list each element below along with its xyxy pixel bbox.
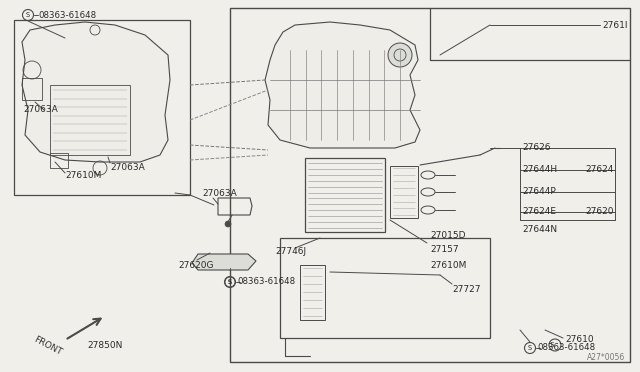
Polygon shape: [265, 22, 420, 148]
Text: S: S: [528, 345, 532, 351]
Text: 27610M: 27610M: [65, 170, 101, 180]
Text: 08363-61648: 08363-61648: [38, 10, 97, 19]
Text: 27746J: 27746J: [275, 247, 306, 257]
Text: 27063A: 27063A: [202, 189, 237, 198]
Polygon shape: [22, 22, 170, 162]
Text: S: S: [26, 12, 30, 18]
Text: 27850N: 27850N: [87, 340, 123, 350]
Text: 08363-61648: 08363-61648: [237, 278, 295, 286]
Bar: [14, 20, 190, 195]
Text: 08363-61648: 08363-61648: [537, 343, 595, 353]
Bar: [22, 78, 42, 100]
Text: A27*0056: A27*0056: [587, 353, 625, 362]
Text: 27626: 27626: [522, 144, 550, 153]
Bar: [50, 85, 130, 155]
Polygon shape: [192, 254, 256, 270]
Text: 27624E: 27624E: [522, 208, 556, 217]
Bar: [390, 166, 418, 218]
Text: 27063A: 27063A: [110, 164, 145, 173]
Circle shape: [388, 43, 412, 67]
Text: 27644N: 27644N: [522, 225, 557, 234]
Text: 27610M: 27610M: [430, 262, 467, 270]
Text: S: S: [550, 342, 554, 348]
Text: FRONT: FRONT: [32, 335, 63, 357]
Text: 2761l: 2761l: [602, 20, 627, 29]
Bar: [50, 153, 68, 168]
Text: 27157: 27157: [430, 246, 459, 254]
Circle shape: [225, 221, 231, 227]
Text: 27644H: 27644H: [522, 166, 557, 174]
Text: S: S: [228, 279, 232, 285]
Text: 27610: 27610: [565, 336, 594, 344]
Text: 27624: 27624: [585, 166, 613, 174]
Text: S: S: [228, 279, 232, 285]
Text: 27644P: 27644P: [522, 187, 556, 196]
Text: 27727: 27727: [452, 285, 481, 295]
Bar: [300, 265, 325, 320]
Text: 27063A: 27063A: [23, 106, 58, 115]
Text: 27015D: 27015D: [430, 231, 465, 240]
Text: 27620: 27620: [585, 208, 614, 217]
Bar: [230, 8, 630, 362]
Text: 27620G: 27620G: [178, 260, 214, 269]
